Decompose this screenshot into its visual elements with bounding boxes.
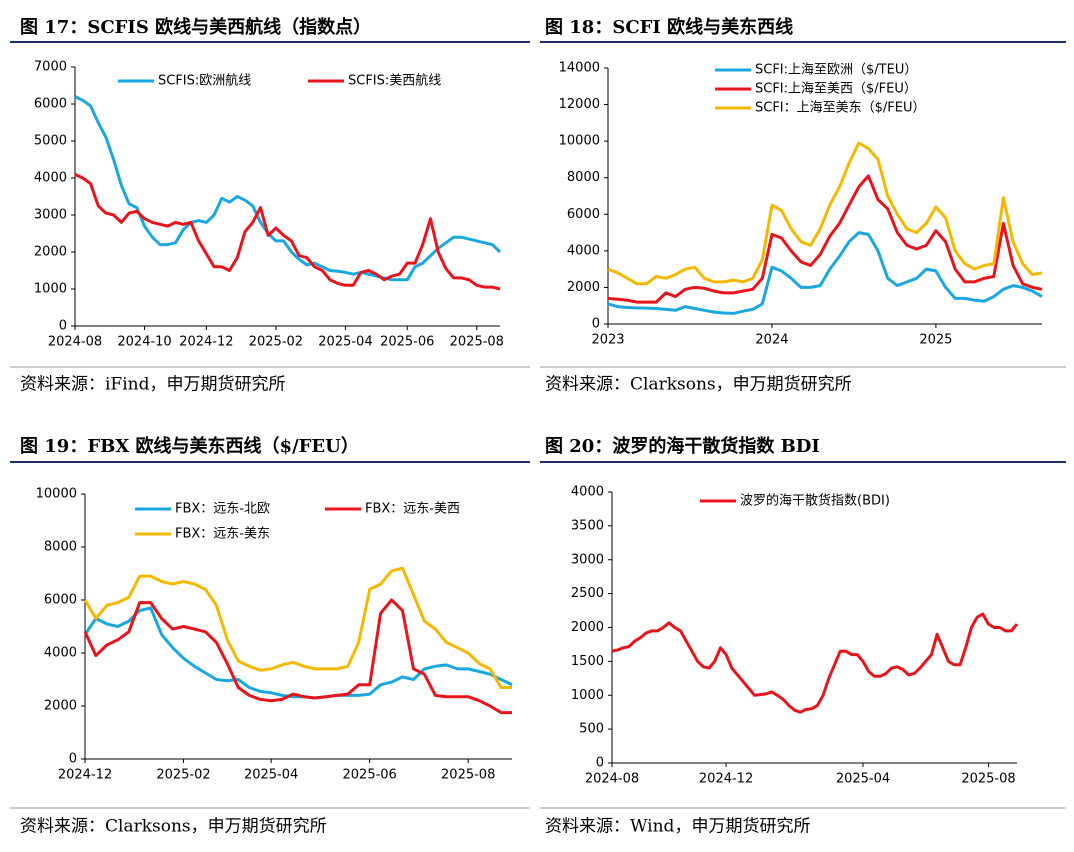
y-tick-label: 3000	[571, 552, 604, 567]
legend-label: SCFI:上海至美西（$/FEU）	[755, 82, 917, 97]
x-tick-label: 2025-02	[156, 768, 210, 783]
x-tick-label: 2025-04	[244, 768, 298, 783]
legend-label: FBX：远东-美西	[365, 502, 460, 517]
y-tick-label: 4000	[44, 646, 77, 661]
series-line	[83, 566, 512, 689]
figure-title: 图 19：FBX 欧线与美东西线（$/FEU）	[20, 435, 359, 457]
y-tick-label: 2500	[571, 586, 604, 601]
x-tick-label: 2024-12	[699, 772, 753, 787]
x-tick-label: 2025-04	[318, 335, 372, 350]
y-tick-label: 6000	[44, 593, 77, 608]
y-tick-label: 2000	[44, 699, 77, 714]
x-tick-label: 2024	[755, 333, 788, 348]
series-line	[74, 95, 502, 282]
x-tick-label: 2024-08	[585, 772, 639, 787]
x-tick-label: 2024-08	[48, 335, 102, 350]
x-tick-label: 2025-04	[836, 772, 890, 787]
x-tick-label: 2024-12	[58, 768, 112, 783]
x-tick-label: 2025-08	[961, 772, 1015, 787]
y-tick-label: 6000	[34, 97, 67, 112]
x-tick-label: 2025-06	[343, 768, 397, 783]
y-tick-label: 14000	[559, 61, 600, 76]
y-tick-label: 12000	[559, 97, 600, 112]
x-tick-label: 2024-10	[117, 335, 171, 350]
legend-label: SCFI:上海至欧洲（$/TEU）	[755, 63, 917, 78]
y-tick-label: 500	[579, 722, 604, 737]
y-tick-label: 1500	[571, 654, 604, 669]
y-tick-label: 0	[592, 317, 600, 332]
y-tick-label: 10000	[36, 487, 77, 502]
source-note: 资料来源：Clarksons，申万期货研究所	[545, 375, 852, 395]
figure-title: 图 18：SCFI 欧线与美东西线	[545, 16, 793, 38]
y-tick-label: 8000	[567, 170, 600, 185]
legend-label: FBX：远东-美东	[175, 527, 270, 542]
y-tick-label: 0	[59, 319, 67, 334]
y-tick-label: 1000	[34, 282, 67, 297]
series-line	[607, 174, 1043, 304]
y-tick-label: 6000	[567, 207, 600, 222]
source-note: 资料来源：Clarksons，申万期货研究所	[20, 817, 327, 837]
series-line	[607, 141, 1043, 286]
y-tick-label: 0	[69, 752, 77, 767]
y-tick-label: 10000	[559, 134, 600, 149]
legend-label: SCFIS:美西航线	[348, 73, 441, 89]
x-tick-label: 2023	[591, 333, 624, 348]
x-tick-label: 2025-06	[380, 335, 434, 350]
legend-label: SCFIS:欧洲航线	[158, 73, 251, 89]
y-tick-label: 5000	[34, 134, 67, 149]
y-tick-label: 4000	[567, 243, 600, 258]
x-tick-label: 2025-08	[450, 335, 504, 350]
series-line	[83, 606, 513, 700]
y-tick-label: 1000	[571, 688, 604, 703]
y-tick-label: 4000	[571, 485, 604, 500]
y-tick-label: 2000	[34, 245, 67, 260]
y-tick-label: 3500	[571, 518, 604, 533]
y-tick-label: 2000	[571, 620, 604, 635]
x-tick-label: 2025-02	[249, 335, 303, 350]
y-tick-label: 2000	[567, 280, 600, 295]
figure-title: 图 17：SCFIS 欧线与美西航线（指数点）	[20, 16, 371, 38]
figure-title: 图 20：波罗的海干散货指数 BDI	[545, 435, 820, 457]
series-line	[83, 598, 512, 715]
x-tick-label: 2025	[919, 333, 952, 348]
source-note: 资料来源：Wind，申万期货研究所	[545, 817, 810, 837]
legend-label: SCFI：上海至美东（$/FEU）	[755, 101, 926, 116]
y-tick-label: 7000	[34, 60, 67, 75]
series-line	[74, 172, 501, 291]
x-tick-label: 2025-08	[441, 768, 495, 783]
y-tick-label: 8000	[44, 540, 77, 555]
x-tick-label: 2024-12	[179, 335, 233, 350]
legend-label: FBX：远东-北欧	[175, 502, 270, 517]
y-tick-label: 0	[596, 756, 604, 771]
series-line	[611, 612, 1019, 714]
y-tick-label: 4000	[34, 171, 67, 186]
y-tick-label: 3000	[34, 208, 67, 223]
source-note: 资料来源：iFind，申万期货研究所	[20, 375, 286, 395]
legend-label: 波罗的海干散货指数(BDI)	[740, 493, 890, 509]
series-line	[607, 231, 1043, 315]
